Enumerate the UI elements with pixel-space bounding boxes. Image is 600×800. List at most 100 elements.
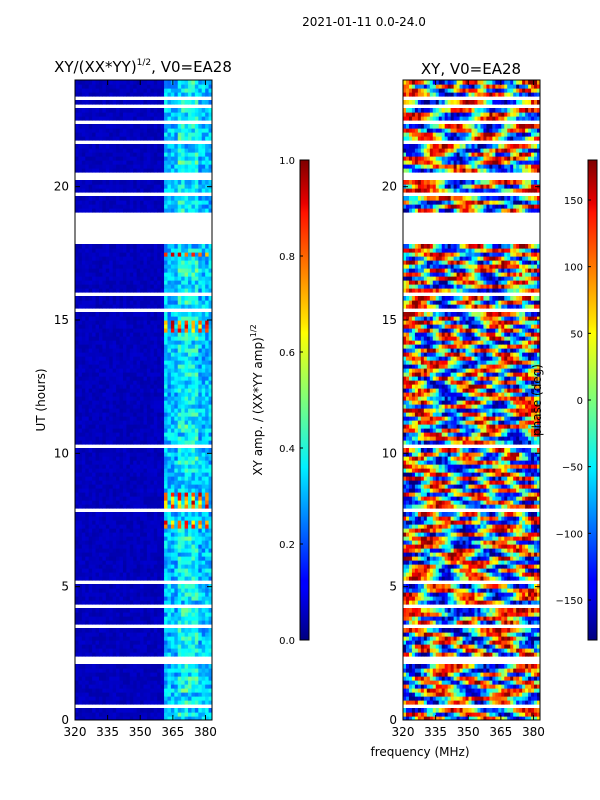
amplitude-cell xyxy=(88,484,93,489)
amplitude-cell xyxy=(177,616,182,621)
amplitude-cell xyxy=(177,368,182,373)
amplitude-cell xyxy=(119,696,124,701)
amplitude-cell xyxy=(85,436,90,441)
amplitude-cell xyxy=(177,256,182,261)
amplitude-cell xyxy=(122,356,127,361)
amplitude-cell xyxy=(85,676,90,681)
amplitude-cell xyxy=(102,664,107,669)
amplitude-cell xyxy=(160,316,165,321)
amplitude-cell xyxy=(174,344,179,349)
amplitude-cell xyxy=(136,712,141,717)
amplitude-cell xyxy=(119,340,124,345)
amplitude-cell xyxy=(85,492,90,497)
amplitude-cell xyxy=(201,164,206,169)
amplitude-cell xyxy=(208,716,212,720)
amplitude-cell xyxy=(181,672,186,677)
amplitude-cell xyxy=(133,320,138,325)
amplitude-cell xyxy=(194,532,199,537)
amplitude-cell xyxy=(126,620,131,625)
amplitude-cell xyxy=(112,684,117,689)
amplitude-cell xyxy=(208,620,212,625)
amplitude-cell xyxy=(167,400,172,405)
amplitude-cell xyxy=(75,148,80,153)
amplitude-cell xyxy=(146,160,151,165)
amplitude-cell xyxy=(133,440,138,445)
amplitude-cell xyxy=(174,672,179,677)
amplitude-cell xyxy=(143,388,148,393)
amplitude-cell xyxy=(133,476,138,481)
amplitude-cell xyxy=(201,484,206,489)
amplitude-cell xyxy=(205,156,210,161)
amplitude-cell xyxy=(112,296,117,301)
amplitude-cell xyxy=(164,420,169,425)
amplitude-cell xyxy=(126,612,131,617)
amplitude-cell xyxy=(105,676,110,681)
amplitude-cell xyxy=(81,460,86,465)
amplitude-cell xyxy=(177,460,182,465)
amplitude-cell xyxy=(174,332,179,337)
amplitude-cell xyxy=(122,620,127,625)
amplitude-cell xyxy=(191,296,196,301)
amplitude-cell xyxy=(191,208,196,213)
amplitude-cell xyxy=(181,696,186,701)
amplitude-cell xyxy=(92,536,97,541)
amplitude-cell xyxy=(98,200,103,205)
amplitude-cell xyxy=(122,436,127,441)
amplitude-cell xyxy=(153,144,158,149)
amplitude-cell xyxy=(122,492,127,497)
amplitude-cell xyxy=(112,332,117,337)
amplitude-cell xyxy=(119,356,124,361)
amplitude-cell xyxy=(194,164,199,169)
amplitude-cell xyxy=(126,304,131,309)
amplitude-cell xyxy=(153,408,158,413)
amplitude-cell xyxy=(164,708,169,713)
amplitude-cell xyxy=(153,160,158,165)
amplitude-cell xyxy=(85,248,90,253)
amplitude-cell xyxy=(174,692,179,697)
amplitude-cell xyxy=(167,548,172,553)
amplitude-cell xyxy=(188,244,193,249)
amplitude-cell xyxy=(136,484,141,489)
amplitude-cell xyxy=(102,696,107,701)
amplitude-cell xyxy=(146,168,151,173)
amplitude-cell xyxy=(153,436,158,441)
amplitude-cell xyxy=(157,628,162,633)
amplitude-cell xyxy=(122,204,127,209)
amplitude-cell xyxy=(184,476,189,481)
amplitude-cell xyxy=(75,412,80,417)
amplitude-cell xyxy=(78,616,83,621)
amplitude-cell xyxy=(119,572,124,577)
amplitude-cell xyxy=(181,468,186,473)
amplitude-cell xyxy=(198,332,203,337)
amplitude-cell xyxy=(129,132,134,137)
amplitude-cell xyxy=(177,564,182,569)
amplitude-cell xyxy=(167,496,172,501)
amplitude-cell xyxy=(164,612,169,617)
amplitude-cell xyxy=(191,316,196,321)
amplitude-cell xyxy=(95,256,100,261)
amplitude-cell xyxy=(181,448,186,453)
amplitude-cell xyxy=(208,640,212,645)
amplitude-cell xyxy=(119,136,124,141)
amplitude-cell xyxy=(188,300,193,305)
amplitude-cell xyxy=(98,428,103,433)
amplitude-cell xyxy=(78,368,83,373)
amplitude-cell xyxy=(194,496,199,501)
amplitude-cell xyxy=(146,264,151,269)
amplitude-cell xyxy=(201,440,206,445)
amplitude-cell xyxy=(126,384,131,389)
amplitude-cell xyxy=(194,316,199,321)
amplitude-cell xyxy=(133,500,138,505)
amplitude-cell xyxy=(194,396,199,401)
amplitude-cell xyxy=(153,608,158,613)
amplitude-cell xyxy=(184,148,189,153)
amplitude-cell xyxy=(92,404,97,409)
amplitude-cell xyxy=(129,692,134,697)
amplitude-cell xyxy=(133,284,138,289)
amplitude-cell xyxy=(198,616,203,621)
amplitude-cell xyxy=(136,168,141,173)
amplitude-cell xyxy=(109,680,114,685)
amplitude-cell xyxy=(160,380,165,385)
amplitude-cell xyxy=(140,276,145,281)
amplitude-cell xyxy=(88,692,93,697)
